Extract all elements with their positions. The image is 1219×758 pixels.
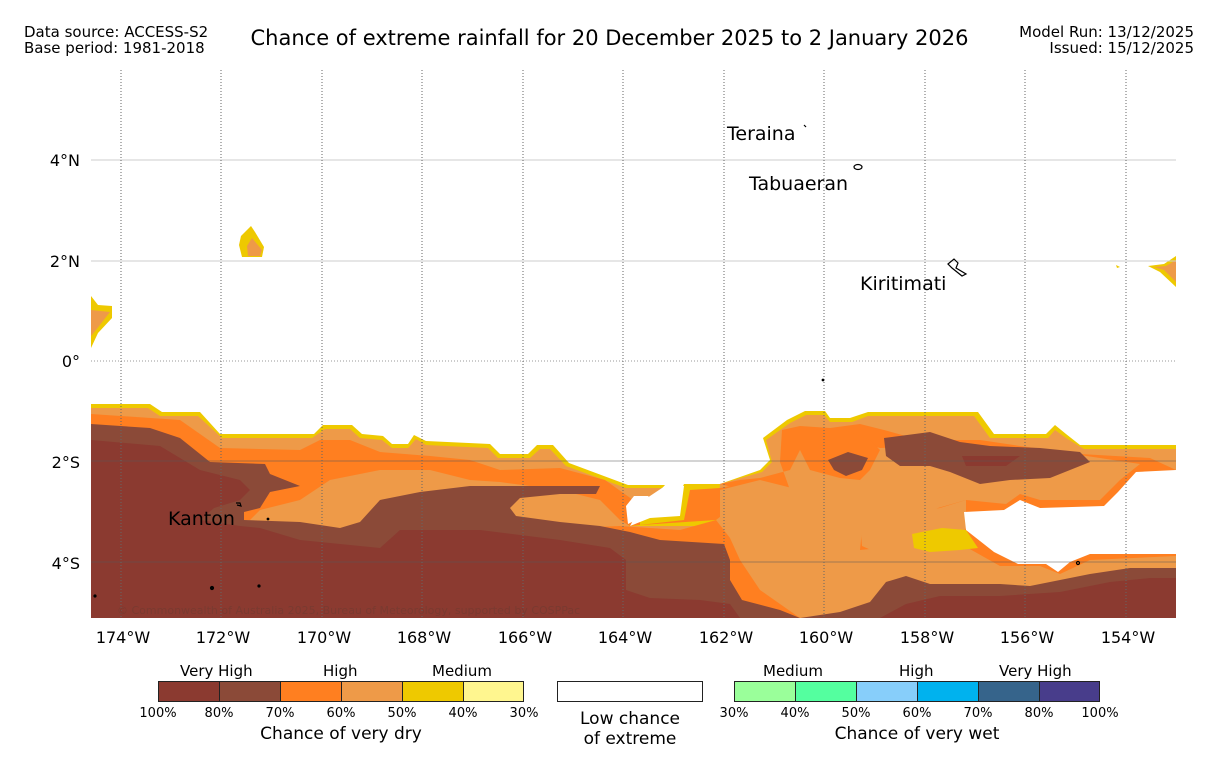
islands — [93, 124, 1081, 598]
map-area: Teraina Tabuaeran Kiritimati Kanton © Co… — [91, 70, 1176, 618]
wet-tick-label: 30% — [719, 706, 749, 721]
meridians — [120, 70, 1127, 618]
dry-region-medium — [912, 528, 978, 552]
wet-tick-label: 100% — [1081, 706, 1119, 721]
data-source-block: Data source: ACCESS-S2 Base period: 1981… — [24, 24, 208, 56]
dry-caption: Chance of very dry — [260, 724, 422, 744]
dry-region-very-high-dark — [828, 452, 868, 476]
lon-label: 172°W — [196, 628, 251, 647]
place-kanton: Kanton — [168, 508, 235, 530]
dry-tick-label: 100% — [139, 706, 177, 721]
kiritimati-island — [947, 258, 968, 277]
lon-label: 170°W — [297, 628, 352, 647]
dry-tick-label: 70% — [265, 706, 295, 721]
dry-group-medium: Medium — [432, 662, 492, 680]
wet-swatch — [978, 681, 1039, 702]
wet-swatch — [856, 681, 917, 702]
tabuaeran-island — [853, 163, 863, 171]
lat-label: 2°N — [50, 252, 80, 271]
lon-label: 164°W — [598, 628, 653, 647]
place-tabuaeran: Tabuaeran — [748, 173, 848, 195]
lat-label: 4°N — [50, 151, 80, 170]
lat-labels: 4°N 2°N 0° 2°S 4°S — [50, 151, 80, 573]
wet-tick-label: 60% — [902, 706, 932, 721]
low-chance-line2: of extreme — [583, 729, 677, 749]
model-run-text: Model Run: 13/12/2025 — [1019, 23, 1194, 41]
kanton-island — [236, 502, 242, 507]
dry-tick-label: 40% — [448, 706, 478, 721]
place-kiritimati: Kiritimati — [860, 273, 946, 295]
lat-label: 0° — [62, 352, 80, 371]
lon-label: 162°W — [699, 628, 754, 647]
lon-label: 158°W — [900, 628, 955, 647]
low-chance-swatch — [557, 681, 703, 702]
dry-region-high — [1154, 260, 1176, 282]
low-chance-label: Low chance of extreme — [557, 709, 703, 749]
lon-label: 168°W — [397, 628, 452, 647]
lat-label: 2°S — [52, 453, 80, 472]
lon-labels: 174°W 172°W 170°W 168°W 166°W 164°W 162°… — [96, 628, 1156, 647]
lon-label: 166°W — [498, 628, 553, 647]
data-source-text: Data source: ACCESS-S2 — [24, 23, 209, 41]
dry-swatch — [341, 681, 402, 702]
dry-swatch — [463, 681, 524, 702]
low-chance-region — [964, 470, 1176, 572]
dry-swatch — [219, 681, 280, 702]
issued-text: Issued: 15/12/2025 — [1049, 39, 1194, 57]
dry-region-high — [247, 238, 262, 256]
wet-swatch — [1039, 681, 1100, 702]
wet-swatch — [734, 681, 795, 702]
lat-label: 4°S — [52, 554, 80, 573]
dry-swatch — [158, 681, 219, 702]
dry-region-high — [720, 480, 820, 540]
dry-tick-label: 30% — [509, 706, 539, 721]
wet-tick-label: 80% — [1024, 706, 1054, 721]
copyright-text: © Commonwealth of Australia 2025, Bureau… — [117, 604, 580, 617]
base-period-text: Base period: 1981-2018 — [24, 39, 205, 57]
dry-region-extreme — [91, 440, 740, 618]
dry-tick-label: 50% — [387, 706, 417, 721]
wet-group-high: High — [899, 662, 934, 680]
lon-label: 156°W — [1000, 628, 1055, 647]
map-title: Chance of extreme rainfall for 20 Decemb… — [0, 26, 1219, 50]
dry-tick-label: 60% — [326, 706, 356, 721]
lon-label: 160°W — [799, 628, 854, 647]
wet-caption: Chance of very wet — [834, 724, 1000, 744]
wet-swatch — [795, 681, 856, 702]
teraina-island — [803, 124, 807, 128]
dry-group-very-high: Very High — [180, 662, 253, 680]
dry-tick-label: 80% — [204, 706, 234, 721]
dry-swatch — [402, 681, 463, 702]
wet-swatch — [917, 681, 978, 702]
wet-group-medium: Medium — [763, 662, 823, 680]
dry-region-extreme — [880, 578, 1176, 618]
lon-label: 154°W — [1101, 628, 1156, 647]
wet-tick-label: 40% — [780, 706, 810, 721]
low-chance-line1: Low chance — [580, 709, 680, 729]
wet-tick-label: 50% — [841, 706, 871, 721]
low-chance-region — [630, 486, 684, 526]
lon-label: 174°W — [96, 628, 151, 647]
dry-region-medium — [1148, 256, 1176, 287]
dry-group-high: High — [323, 662, 358, 680]
run-info-block: Model Run: 13/12/2025 Issued: 15/12/2025 — [1019, 24, 1194, 56]
dry-region-medium — [1116, 265, 1120, 268]
place-teraina: Teraina — [726, 123, 796, 145]
wet-group-very-high: Very High — [999, 662, 1072, 680]
dry-region-high — [91, 310, 110, 336]
grid — [91, 159, 1176, 563]
wet-tick-label: 70% — [963, 706, 993, 721]
map-title-text: Chance of extreme rainfall for 20 Decemb… — [250, 26, 969, 50]
dry-swatch — [280, 681, 341, 702]
